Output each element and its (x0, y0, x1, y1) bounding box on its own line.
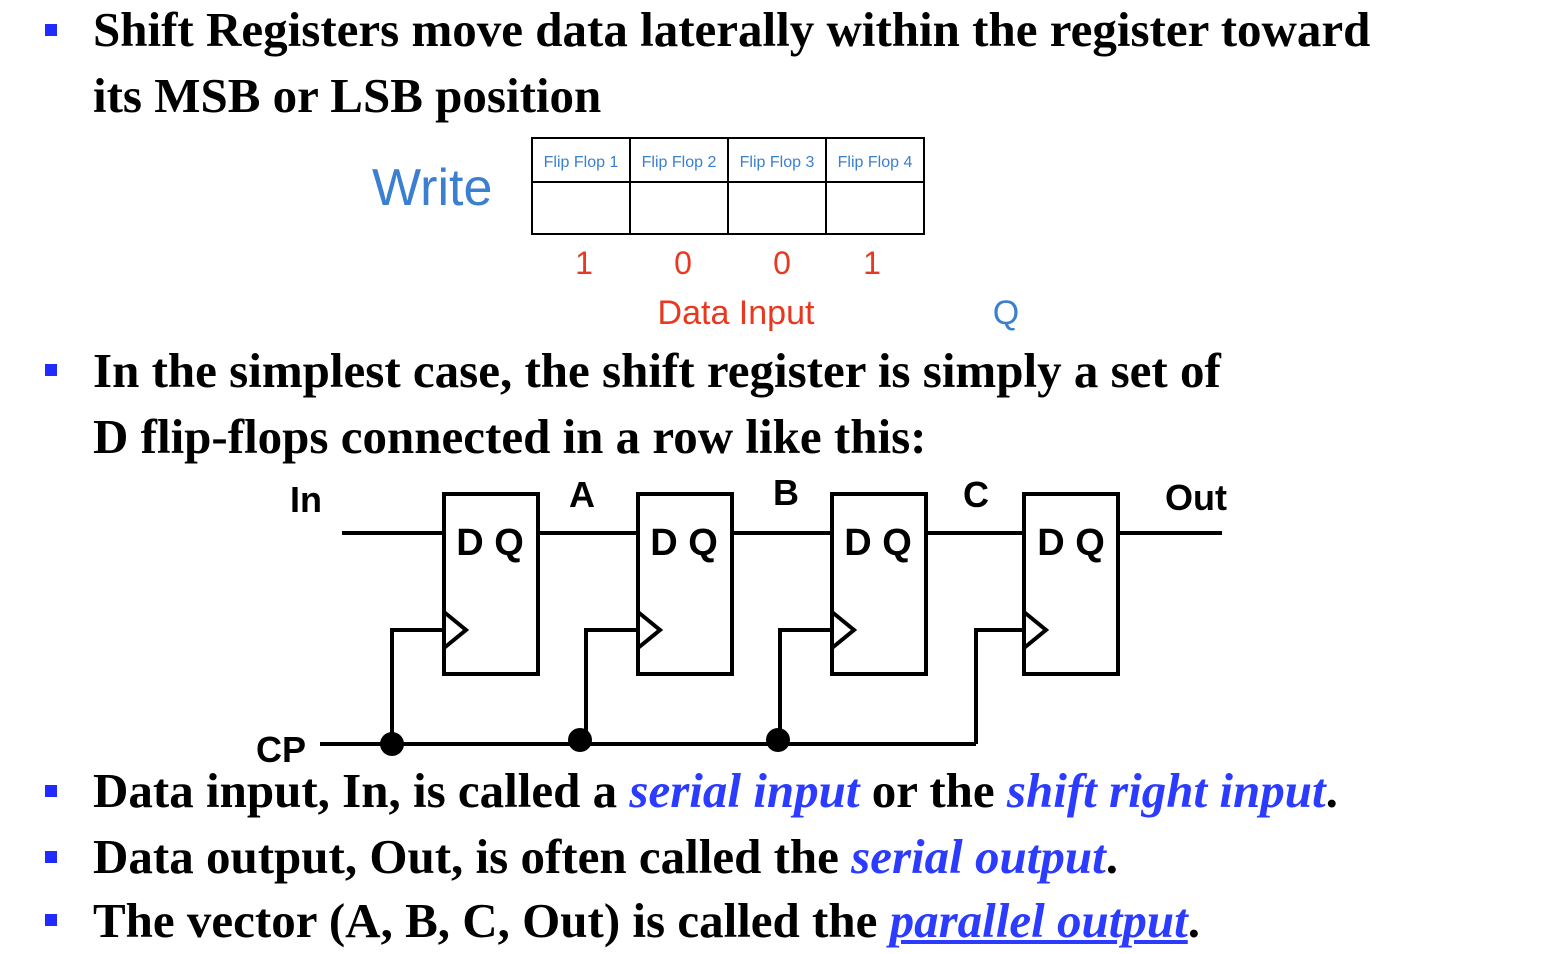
out-label: Out (1165, 477, 1227, 518)
flipflop-box-1 (442, 492, 540, 676)
flipflop-4-label: Flip Flop 4 (838, 154, 913, 171)
bullet-2-line-1: In the simplest case, the shift register… (93, 343, 1221, 398)
node-a-label: A (569, 474, 595, 515)
in-label: In (290, 479, 322, 520)
node-c-label: C (963, 474, 989, 515)
bullet-5-period: . (1187, 893, 1200, 948)
flipflop-2-label: Flip Flop 2 (642, 154, 717, 171)
write-label: Write (372, 159, 493, 217)
bullet-1-line-1: Shift Registers move data laterally with… (93, 2, 1371, 57)
cp-label: CP (256, 729, 306, 770)
ff-2-dq-label: D Q (650, 522, 718, 564)
data-bit-1: 1 (575, 245, 593, 281)
shift-right-input-term: shift right input (1006, 763, 1326, 818)
bullet-1-line-2: its MSB or LSB position (93, 68, 602, 123)
q-label: Q (993, 294, 1019, 332)
data-bit-2: 0 (674, 245, 692, 281)
bullet-marker (45, 914, 57, 926)
bullet-5-text: The vector (A, B, C, Out) is called the (93, 893, 890, 948)
bullet-3-text: or the (859, 763, 1007, 818)
bullet-3: Data input, In, is called a serial input… (93, 758, 1338, 824)
ff-1-dq-label: D Q (456, 522, 524, 564)
node-b-label: B (773, 472, 799, 513)
bullet-marker (45, 24, 57, 36)
serial-output-term: serial output (851, 829, 1106, 884)
bullet-marker (45, 785, 57, 797)
ff-4-dq-label: D Q (1037, 522, 1105, 564)
flipflop-1-label: Flip Flop 1 (544, 154, 619, 171)
flipflop-3-label: Flip Flop 3 (740, 154, 815, 171)
bullet-3-period: . (1325, 763, 1338, 818)
clock-junction-dot (766, 728, 790, 752)
data-bit-3: 0 (773, 245, 791, 281)
data-input-label: Data Input (658, 294, 815, 332)
bullet-2-line-2: D flip-flops connected in a row like thi… (93, 409, 927, 464)
flipflop-box-3 (830, 492, 928, 676)
bullet-marker (45, 364, 57, 376)
ff-3-dq-label: D Q (844, 522, 912, 564)
bullet-4: Data output, Out, is often called the se… (93, 824, 1118, 890)
parallel-output-term: parallel output (889, 893, 1188, 948)
bullet-5: The vector (A, B, C, Out) is called the … (93, 888, 1200, 954)
bullet-marker (45, 851, 57, 863)
write-register-diagram: Flip Flop 1 Flip Flop 2 Flip Flop 3 Flip… (531, 137, 1019, 332)
clock-junction-dot (568, 728, 592, 752)
bullet-3-text: Data input, In, is called a (93, 763, 630, 818)
bullet-4-text: Data output, Out, is often called the (93, 829, 852, 884)
bullet-4-period: . (1105, 829, 1118, 884)
serial-input-term: serial input (629, 763, 860, 818)
data-bit-4: 1 (863, 245, 881, 281)
flipflop-box-4 (1022, 492, 1120, 676)
clock-junction-dot (380, 732, 404, 756)
flipflop-box-2 (636, 492, 734, 676)
